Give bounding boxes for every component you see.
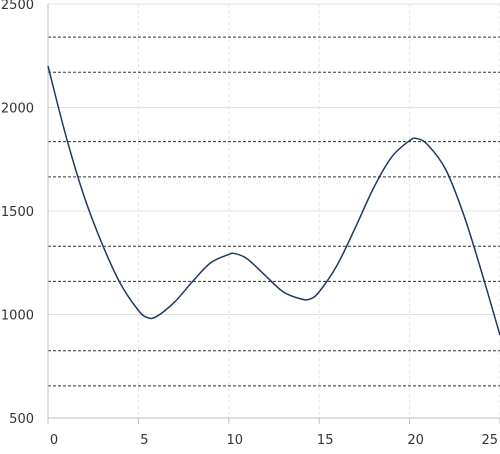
x-tick-label: 15 [317,433,334,448]
y-tick-label: 1000 [1,309,34,324]
y-tick-label: 500 [9,412,34,427]
x-tick-label: 10 [227,433,244,448]
gridlines [48,3,500,419]
series-line [47,65,500,336]
series [47,65,500,336]
reference-lines [48,36,500,387]
y-tick-label: 2500 [1,0,34,13]
y-tick-label: 2000 [1,102,34,117]
x-tick-label: 20 [407,433,424,448]
x-tick-label: 0 [50,433,58,448]
axes [47,4,500,419]
x-tick-label: 25 [481,433,498,448]
y-tick-label: 1500 [1,205,34,220]
x-tick-label: 5 [140,433,148,448]
